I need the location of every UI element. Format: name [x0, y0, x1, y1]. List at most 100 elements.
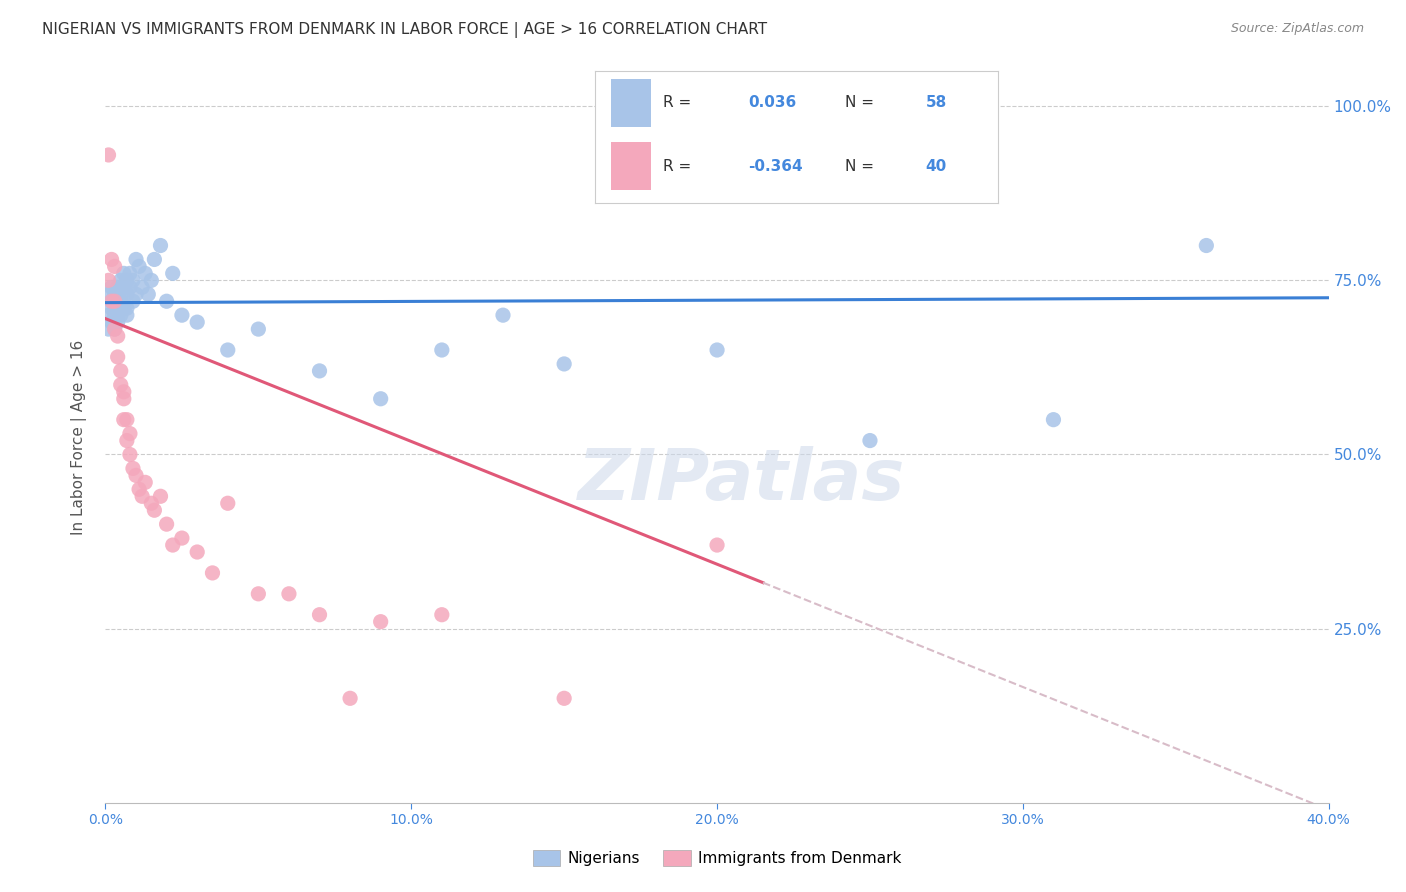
Point — [247, 587, 270, 601]
Point — [553, 691, 575, 706]
Point — [430, 343, 453, 357]
Point — [492, 308, 515, 322]
Point — [118, 426, 141, 441]
Point — [155, 294, 177, 309]
Point — [100, 294, 122, 309]
Point — [149, 238, 172, 252]
Point — [1042, 412, 1064, 426]
Point — [143, 503, 166, 517]
Point — [104, 294, 127, 309]
Point — [128, 260, 150, 274]
Legend: Nigerians, Immigrants from Denmark: Nigerians, Immigrants from Denmark — [526, 844, 908, 872]
Text: Source: ZipAtlas.com: Source: ZipAtlas.com — [1230, 22, 1364, 36]
Point — [118, 266, 141, 280]
Point — [115, 301, 138, 316]
Point — [104, 301, 127, 316]
Point — [97, 287, 120, 301]
Point — [104, 287, 127, 301]
Point — [115, 287, 138, 301]
Point — [112, 280, 135, 294]
Point — [553, 357, 575, 371]
Point — [110, 301, 132, 316]
Point — [131, 280, 153, 294]
Point — [170, 308, 193, 322]
Point — [107, 308, 129, 322]
Point — [110, 273, 132, 287]
Point — [112, 266, 135, 280]
Point — [141, 496, 163, 510]
Point — [104, 260, 127, 274]
Point — [186, 315, 208, 329]
Point — [104, 322, 127, 336]
Point — [107, 294, 129, 309]
Point — [115, 412, 138, 426]
Point — [110, 377, 132, 392]
Point — [1195, 238, 1218, 252]
Y-axis label: In Labor Force | Age > 16: In Labor Force | Age > 16 — [70, 340, 87, 534]
Point — [112, 392, 135, 406]
Point — [104, 294, 127, 309]
Point — [100, 315, 122, 329]
Point — [110, 308, 132, 322]
Point — [112, 301, 135, 316]
Point — [122, 461, 145, 475]
Point — [370, 392, 392, 406]
Point — [110, 287, 132, 301]
Point — [131, 489, 153, 503]
Point — [201, 566, 224, 580]
Point — [107, 350, 129, 364]
Point — [100, 301, 122, 316]
Point — [104, 322, 127, 336]
Point — [136, 287, 159, 301]
Point — [125, 468, 148, 483]
Point — [97, 322, 120, 336]
Point — [110, 294, 132, 309]
Point — [706, 343, 728, 357]
Point — [859, 434, 882, 448]
Point — [155, 517, 177, 532]
Point — [107, 301, 129, 316]
Point — [339, 691, 361, 706]
Point — [430, 607, 453, 622]
Point — [134, 266, 156, 280]
Point — [128, 483, 150, 497]
Point — [170, 531, 193, 545]
Point — [107, 329, 129, 343]
Point — [125, 252, 148, 267]
Point — [134, 475, 156, 490]
Point — [118, 448, 141, 462]
Point — [112, 384, 135, 399]
Point — [107, 315, 129, 329]
Point — [107, 280, 129, 294]
Point — [97, 273, 120, 287]
Point — [110, 364, 132, 378]
Point — [278, 587, 301, 601]
Point — [370, 615, 392, 629]
Point — [118, 280, 141, 294]
Point — [217, 496, 239, 510]
Text: NIGERIAN VS IMMIGRANTS FROM DENMARK IN LABOR FORCE | AGE > 16 CORRELATION CHART: NIGERIAN VS IMMIGRANTS FROM DENMARK IN L… — [42, 22, 768, 38]
Point — [97, 148, 120, 162]
Point — [125, 287, 148, 301]
Point — [149, 489, 172, 503]
Point — [308, 364, 330, 378]
Point — [107, 287, 129, 301]
Point — [141, 273, 163, 287]
Point — [217, 343, 239, 357]
Text: ZIPatlas: ZIPatlas — [578, 447, 905, 516]
Point — [162, 538, 184, 552]
Point — [186, 545, 208, 559]
Point — [308, 607, 330, 622]
Point — [100, 280, 122, 294]
Point — [115, 273, 138, 287]
Point — [100, 252, 122, 267]
Point — [97, 308, 120, 322]
Point — [122, 273, 145, 287]
Point — [143, 252, 166, 267]
Point — [104, 308, 127, 322]
Point — [122, 294, 145, 309]
Point — [100, 294, 122, 309]
Point — [115, 308, 138, 322]
Point — [706, 538, 728, 552]
Point — [115, 434, 138, 448]
